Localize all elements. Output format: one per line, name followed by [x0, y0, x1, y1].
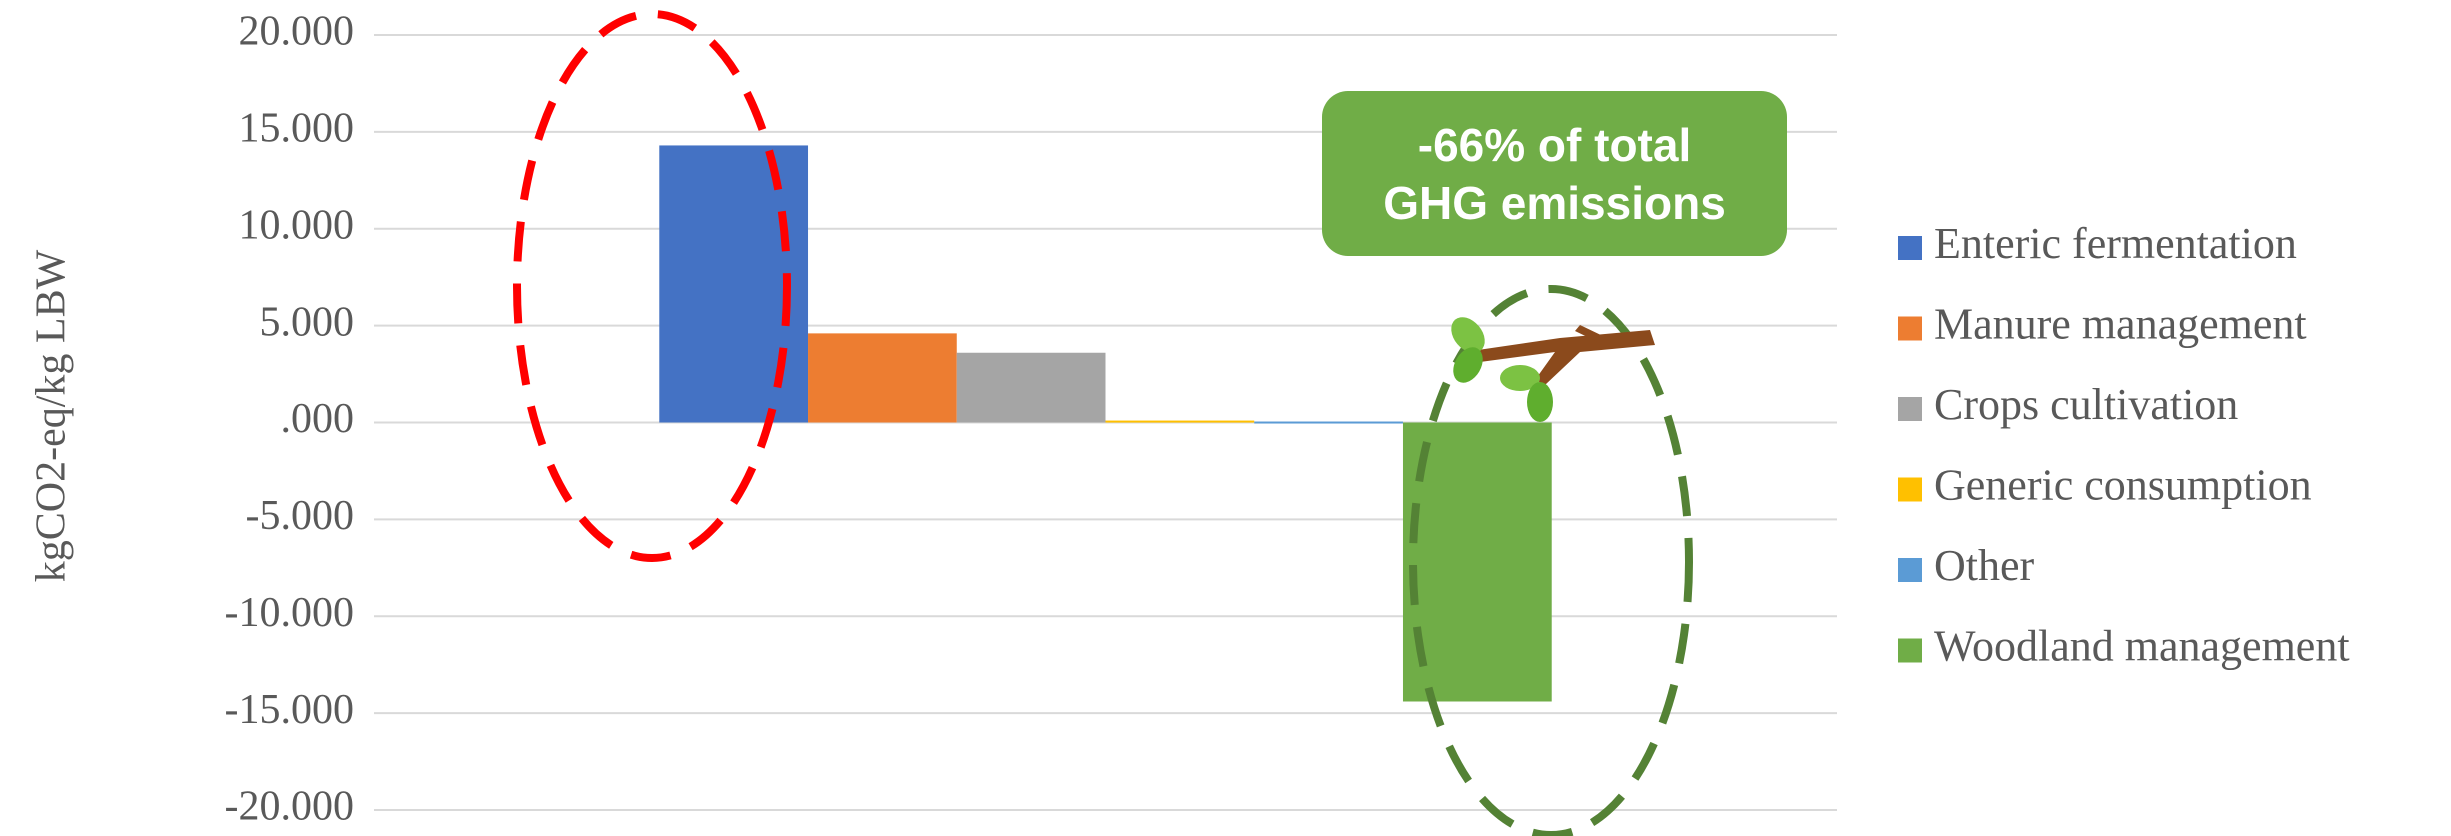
annotation-box: -66% of total GHG emissions	[1322, 91, 1787, 256]
bar	[1105, 420, 1255, 423]
legend-swatch	[1898, 236, 1922, 260]
y-tick-label: 10.000	[239, 202, 355, 248]
legend-swatch	[1898, 397, 1922, 421]
y-tick-label: 20.000	[239, 9, 355, 55]
legend-label: Other	[1934, 541, 2035, 590]
bar	[1254, 421, 1403, 424]
y-tick-label: 15.000	[239, 106, 355, 152]
y-tick-label: 5.000	[260, 299, 355, 345]
legend-label: Manure management	[1934, 300, 2307, 349]
legend-label: Generic consumption	[1934, 461, 2312, 510]
legend-swatch	[1898, 638, 1922, 663]
y-tick-label: -20.000	[225, 784, 355, 830]
y-tick-label: -10.000	[225, 590, 355, 636]
legend-label: Woodland management	[1934, 622, 2350, 671]
bar	[808, 333, 957, 423]
legend-swatch	[1898, 477, 1922, 502]
legend: Enteric fermentation Manure management Cro…	[1898, 219, 2350, 671]
legend-swatch	[1898, 316, 1922, 341]
legend-swatch	[1898, 558, 1922, 582]
highlight-ellipse	[513, 10, 791, 562]
legend-label: Enteric fermentation	[1934, 219, 2297, 268]
branch-icon	[1451, 317, 1655, 422]
y-axis-label: kgCO2-eq/kg LBW	[29, 249, 75, 582]
legend-label: Crops cultivation	[1934, 380, 2238, 429]
y-tick-label: -15.000	[225, 687, 355, 733]
y-tick-label: .000	[281, 396, 355, 442]
y-tick-label: -5.000	[246, 493, 355, 539]
highlight-ellipse	[1409, 285, 1693, 836]
bar	[1402, 422, 1552, 702]
bar	[956, 352, 1106, 423]
